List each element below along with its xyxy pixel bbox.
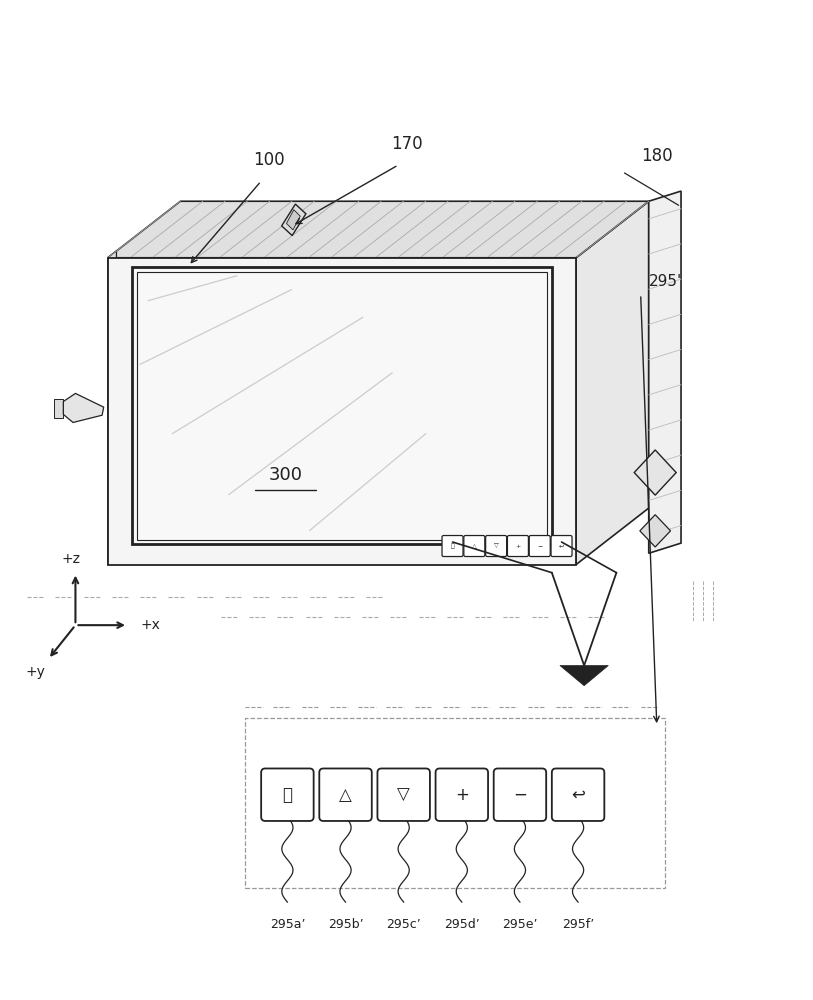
Text: +: + [515,544,520,549]
FancyBboxPatch shape [551,536,572,557]
Polygon shape [286,210,300,230]
Text: 295e’: 295e’ [502,918,537,931]
Text: −: − [537,544,542,549]
Polygon shape [108,258,576,565]
Text: 295d’: 295d’ [444,918,480,931]
Text: +z: +z [62,552,81,566]
FancyBboxPatch shape [464,536,485,557]
Text: △: △ [339,786,352,804]
Text: 180: 180 [641,147,672,165]
Polygon shape [634,450,676,495]
FancyBboxPatch shape [320,768,372,821]
Text: ↩: ↩ [559,544,564,549]
Polygon shape [576,201,649,565]
Text: 295b’: 295b’ [328,918,363,931]
FancyBboxPatch shape [377,768,430,821]
FancyBboxPatch shape [442,536,463,557]
Polygon shape [108,251,116,565]
Text: 300: 300 [268,466,302,484]
Polygon shape [640,515,671,547]
Text: +y: +y [25,665,45,679]
Bar [132,267,552,544]
FancyBboxPatch shape [507,536,528,557]
Text: +: + [454,786,469,804]
Text: 295c’: 295c’ [386,918,421,931]
Polygon shape [649,191,681,553]
Polygon shape [54,399,63,418]
Text: ⏻: ⏻ [282,786,293,804]
Text: 295a’: 295a’ [270,918,305,931]
Text: 295': 295' [649,274,682,289]
Polygon shape [281,204,306,236]
Text: ▽: ▽ [398,786,410,804]
Text: ↩: ↩ [572,786,585,804]
Polygon shape [560,666,608,686]
Text: 295f’: 295f’ [562,918,594,931]
Text: △: △ [472,544,476,549]
FancyBboxPatch shape [485,536,506,557]
FancyBboxPatch shape [529,536,550,557]
Text: +x: +x [140,618,160,632]
FancyBboxPatch shape [493,768,546,821]
Text: 100: 100 [254,151,285,169]
FancyBboxPatch shape [261,768,314,821]
Text: −: − [513,786,527,804]
Polygon shape [108,201,649,258]
Polygon shape [63,393,104,422]
Bar [245,718,665,888]
FancyBboxPatch shape [552,768,604,821]
Bar [137,272,547,540]
Text: ⏻: ⏻ [450,543,454,549]
Text: 170: 170 [391,135,422,153]
Text: ▽: ▽ [493,544,498,549]
FancyBboxPatch shape [436,768,488,821]
